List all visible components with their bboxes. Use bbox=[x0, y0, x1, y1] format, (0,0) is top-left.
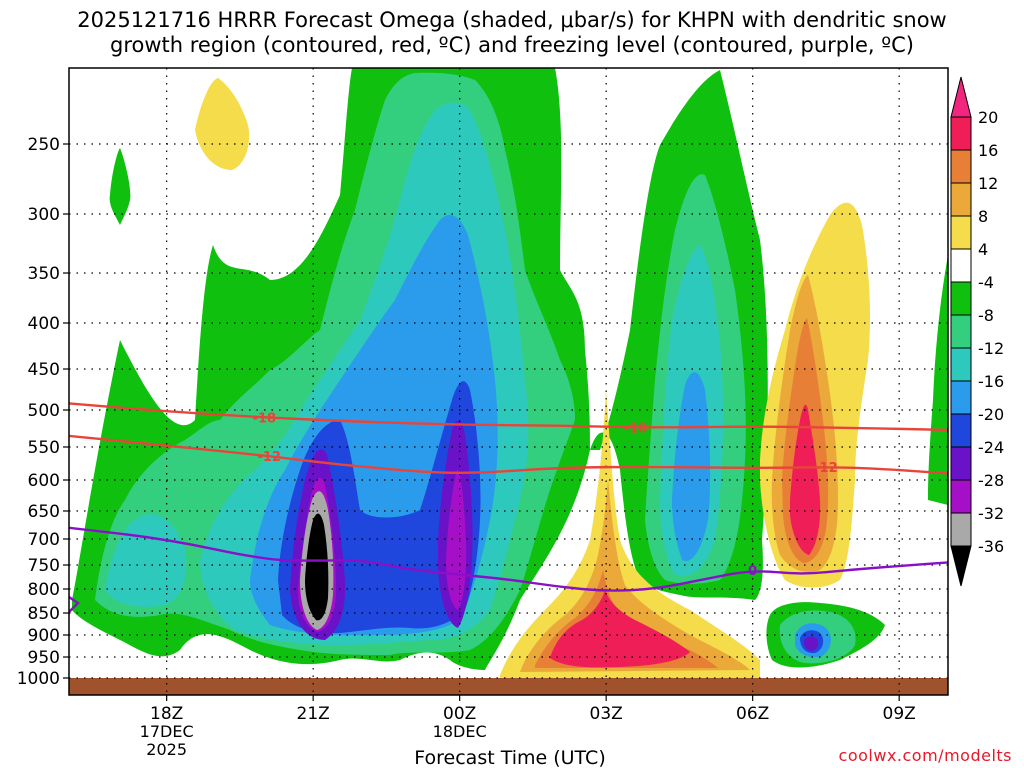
omega-region-plus20-03z bbox=[550, 590, 690, 668]
colorbar-label-2: 12 bbox=[978, 174, 998, 193]
colorbar-label-3: 8 bbox=[978, 207, 988, 226]
plot-frame bbox=[68, 67, 949, 696]
colorbar-top-arrow bbox=[950, 76, 972, 118]
omega-region-minus12 bbox=[105, 514, 187, 607]
x-tick-label-00Z: 00Z bbox=[443, 704, 476, 724]
colorbar-swatch-12 bbox=[950, 512, 972, 547]
colorbar-label-1: 16 bbox=[978, 141, 998, 160]
x-tick-date-18Z: 17DEC bbox=[140, 722, 194, 741]
site-credit[interactable]: coolwx.com/modelts bbox=[838, 746, 1012, 765]
dgz-contour-minus12-line bbox=[69, 434, 948, 475]
dgz-contour-minus12-label-1: -12 bbox=[814, 461, 838, 476]
colorbar-swatch-1 bbox=[950, 149, 972, 184]
x-tick-date-00Z: 18DEC bbox=[433, 722, 487, 741]
colorbar-label-12: -32 bbox=[978, 504, 1004, 523]
colorbar-label-11: -28 bbox=[978, 471, 1004, 490]
plot-area: -18 -18 -12 -12 0 bbox=[69, 68, 948, 695]
y-tick-label-450: 450 bbox=[28, 360, 60, 380]
y-tick-label-400: 400 bbox=[28, 314, 60, 334]
colorbar-swatch-5 bbox=[950, 281, 972, 316]
y-tick-label-700: 700 bbox=[28, 530, 60, 550]
dgz-contour-minus18-line bbox=[69, 402, 948, 432]
omega-region-minus36 bbox=[305, 513, 329, 621]
colorbar-swatch-4 bbox=[950, 248, 972, 283]
y-tick-label-750: 750 bbox=[28, 556, 60, 576]
chart-title-line1: 2025121716 HRRR Forecast Omega (shaded, … bbox=[77, 8, 947, 32]
colorbar-label-5: -4 bbox=[978, 273, 994, 292]
x-axis-label: Forecast Time (UTC) bbox=[414, 747, 605, 768]
ground-surface bbox=[69, 678, 948, 695]
dgz-contour-minus18-label-1: -18 bbox=[624, 421, 648, 436]
colorbar-label-7: -12 bbox=[978, 339, 1004, 358]
colorbar-label-13: -36 bbox=[978, 537, 1004, 556]
y-tick-label-850: 850 bbox=[28, 604, 60, 624]
colorbar-label-9: -20 bbox=[978, 405, 1004, 424]
colorbar-swatch-9 bbox=[950, 413, 972, 448]
freezing-level-fragment bbox=[69, 596, 80, 613]
colorbar-label-0: 20 bbox=[978, 108, 998, 127]
y-tick-label-950: 950 bbox=[28, 648, 60, 668]
dgz-contour-minus18-label-0: -18 bbox=[253, 411, 277, 426]
colorbar-swatch-3 bbox=[950, 215, 972, 250]
chart-title-line2: growth region (contoured, red, ºC) and f… bbox=[110, 33, 914, 57]
x-tick-label-03Z: 03Z bbox=[590, 704, 623, 724]
colorbar: 20 16 12 8 4 -4 -8 -12 -16 -20 -24 -28 -32 -36 bbox=[950, 76, 1004, 587]
y-tick-label-250: 250 bbox=[28, 135, 60, 155]
colorbar-swatch-0 bbox=[950, 116, 972, 151]
x-tick-label-21Z: 21Z bbox=[297, 704, 330, 724]
y-tick-label-350: 350 bbox=[28, 264, 60, 284]
freezing-level-contour-line bbox=[69, 526, 948, 592]
x-tick-label-09Z: 09Z bbox=[883, 704, 916, 724]
omega-region-plus4-topleft bbox=[195, 78, 250, 170]
y-axis: 2503003504004505005506006507007508008509… bbox=[17, 135, 69, 689]
colorbar-swatch-11 bbox=[950, 479, 972, 514]
x-tick-year-18Z: 2025 bbox=[146, 740, 187, 759]
colorbar-bottom-arrow bbox=[950, 545, 972, 587]
omega-region-plus4-03z bbox=[500, 390, 760, 678]
contours: -18 -18 -12 -12 0 bbox=[69, 402, 948, 613]
y-tick-label-500: 500 bbox=[28, 401, 60, 421]
dgz-contour-minus12-label-0: -12 bbox=[257, 450, 281, 465]
omega-region-minus4-small-left bbox=[109, 148, 131, 225]
colorbar-label-4: 4 bbox=[978, 240, 988, 259]
y-tick-label-650: 650 bbox=[28, 502, 60, 522]
freezing-level-contour-label-0: 0 bbox=[748, 564, 757, 579]
x-tick-label-06Z: 06Z bbox=[736, 704, 769, 724]
colorbar-swatch-6 bbox=[950, 314, 972, 349]
colorbar-label-8: -16 bbox=[978, 372, 1004, 391]
omega-region-minus24-lowright bbox=[804, 636, 819, 651]
colorbar-swatch-2 bbox=[950, 182, 972, 217]
y-tick-label-900: 900 bbox=[28, 626, 60, 646]
x-tick-label-18Z: 18Z bbox=[150, 704, 183, 724]
y-tick-label-300: 300 bbox=[28, 205, 60, 225]
y-tick-label-800: 800 bbox=[28, 580, 60, 600]
colorbar-swatch-7 bbox=[950, 347, 972, 382]
colorbar-label-6: -8 bbox=[978, 306, 994, 325]
colorbar-swatch-8 bbox=[950, 380, 972, 415]
colorbar-swatch-10 bbox=[950, 446, 972, 481]
y-tick-label-600: 600 bbox=[28, 471, 60, 491]
y-tick-label-550: 550 bbox=[28, 438, 60, 458]
colorbar-label-10: -24 bbox=[978, 438, 1004, 457]
y-tick-label-1000: 1000 bbox=[17, 669, 60, 689]
omega-region-minus4-right-edge bbox=[928, 255, 948, 505]
